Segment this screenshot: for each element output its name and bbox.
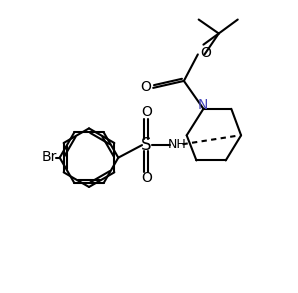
Text: O: O bbox=[141, 105, 152, 119]
Text: N: N bbox=[198, 98, 208, 112]
Text: S: S bbox=[141, 136, 151, 154]
Text: O: O bbox=[141, 171, 152, 185]
Text: Br: Br bbox=[41, 150, 57, 164]
Text: NH: NH bbox=[167, 138, 186, 151]
Text: O: O bbox=[200, 46, 211, 60]
Text: O: O bbox=[140, 79, 151, 93]
